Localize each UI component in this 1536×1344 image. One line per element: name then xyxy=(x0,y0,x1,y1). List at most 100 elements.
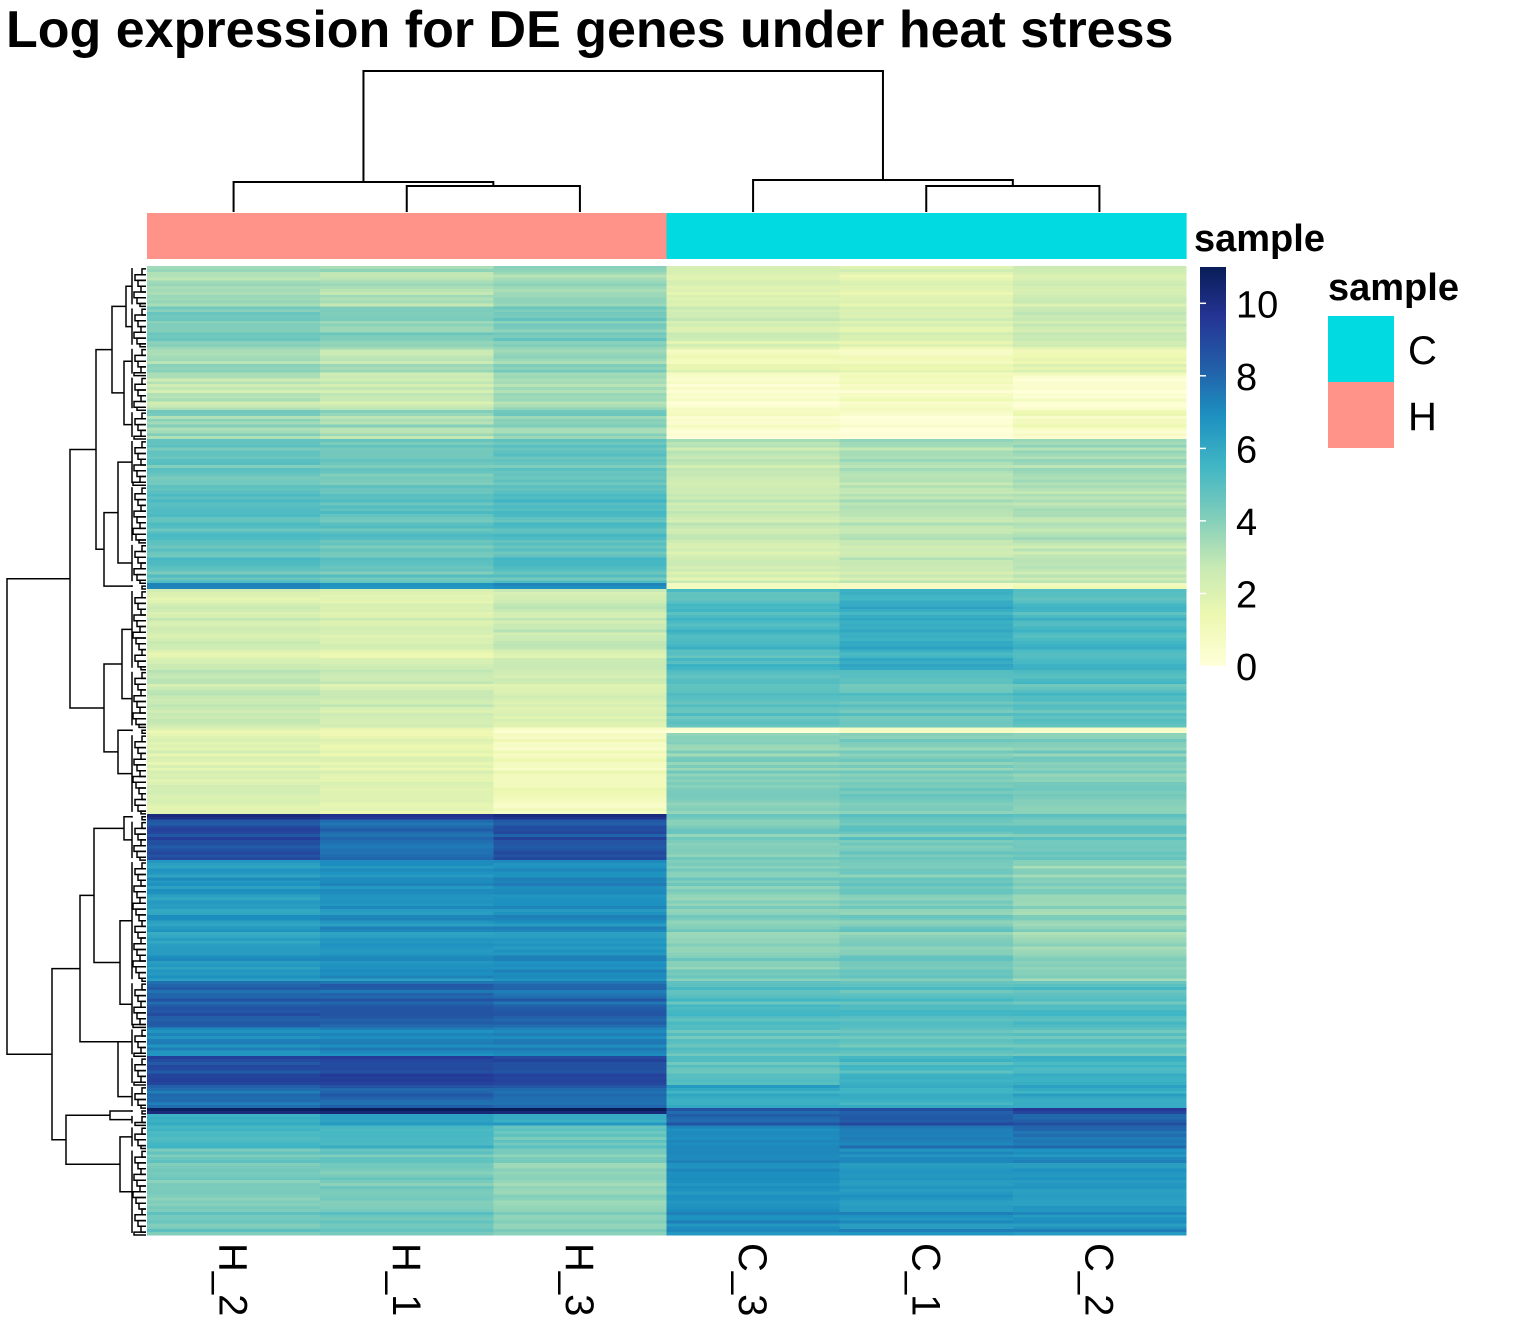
heatmap-cell xyxy=(147,280,321,284)
heatmap-cell xyxy=(493,727,668,731)
heatmap-cell xyxy=(320,390,494,394)
heatmap-cell xyxy=(839,1171,1014,1176)
heatmap-cell xyxy=(666,1116,841,1121)
heatmap-cell xyxy=(147,759,321,763)
heatmap-cell xyxy=(493,998,668,1002)
heatmap-cell xyxy=(1012,1099,1187,1103)
heatmap-cell xyxy=(1012,594,1187,599)
heatmap-cell xyxy=(666,502,841,506)
heatmap-cell xyxy=(1012,891,1187,896)
heatmap-cell xyxy=(493,473,668,478)
heatmap-cell xyxy=(493,1102,668,1106)
heatmap-cell xyxy=(1012,1076,1187,1080)
heatmap-cell xyxy=(839,274,1014,279)
heatmap-cell xyxy=(320,831,494,835)
heatmap-cell xyxy=(147,727,321,731)
heatmap-cell xyxy=(666,963,841,968)
heatmap-cell xyxy=(1012,834,1187,838)
heatmap-cell xyxy=(839,764,1014,769)
heatmap-cell xyxy=(147,874,321,878)
heatmap-cell xyxy=(1012,730,1187,734)
dendrogram-link xyxy=(140,810,146,815)
heatmap-cell xyxy=(1012,684,1187,688)
heatmap-cell xyxy=(666,560,841,564)
heatmap-cell xyxy=(147,1134,321,1138)
heatmap-cell xyxy=(493,900,668,904)
heatmap-cell xyxy=(493,340,668,345)
heatmap-cell xyxy=(839,932,1014,936)
heatmap-cell xyxy=(1012,462,1187,466)
heatmap-cell xyxy=(493,1093,668,1098)
heatmap-cell xyxy=(320,969,494,974)
dendrogram-link xyxy=(134,654,146,662)
heatmap-cell xyxy=(666,401,841,406)
dendrogram-link xyxy=(134,418,146,426)
heatmap-cell xyxy=(320,1209,494,1213)
heatmap-cell xyxy=(320,796,494,801)
heatmap-cell xyxy=(147,421,321,426)
heatmap-cell xyxy=(839,280,1014,284)
heatmap-cell xyxy=(1012,914,1187,919)
heatmap-cell xyxy=(839,874,1014,878)
heatmap-cell xyxy=(147,563,321,567)
dendrogram-link xyxy=(103,663,122,753)
heatmap-cell xyxy=(320,837,494,841)
dendrogram-link xyxy=(132,1190,146,1199)
heatmap-cell xyxy=(839,649,1014,654)
heatmap-cell xyxy=(1012,441,1187,446)
heatmap-cell xyxy=(666,943,841,948)
dendrogram-link xyxy=(117,461,132,564)
dendrogram-link xyxy=(133,1052,146,1057)
heatmap-cell xyxy=(666,427,841,431)
dendrogram-link xyxy=(137,1098,146,1106)
heatmap-cell xyxy=(839,364,1014,368)
heatmap-cell xyxy=(839,759,1014,763)
heatmap-cell xyxy=(839,929,1014,933)
dendrogram-link xyxy=(140,1000,146,1008)
heatmap-cell xyxy=(666,539,841,544)
heatmap-cell xyxy=(493,577,668,581)
heatmap-cell xyxy=(839,1185,1014,1190)
dendrogram-link xyxy=(134,1092,146,1101)
heatmap-cell xyxy=(1012,1044,1187,1049)
heatmap-cell xyxy=(147,1070,321,1075)
heatmap-cell xyxy=(147,695,321,700)
heatmap-cell xyxy=(320,1217,494,1222)
heatmap-cell xyxy=(1012,609,1187,613)
dendrogram-link xyxy=(405,185,581,212)
heatmap-cell xyxy=(839,1214,1014,1219)
heatmap-cell xyxy=(1012,502,1187,506)
heatmap-cell xyxy=(147,1223,321,1227)
heatmap-cell xyxy=(320,502,494,506)
heatmap-cell xyxy=(1012,557,1187,561)
dendrogram-link xyxy=(134,741,146,749)
heatmap-cell xyxy=(1012,1056,1187,1060)
heatmap-cell xyxy=(666,571,841,576)
heatmap-cell xyxy=(493,453,668,457)
heatmap-cell xyxy=(839,790,1014,795)
heatmap-cell xyxy=(666,808,841,812)
heatmap-cell xyxy=(839,392,1014,397)
heatmap-cell xyxy=(839,912,1014,916)
heatmap-cell xyxy=(839,961,1014,965)
heatmap-cell xyxy=(493,923,668,928)
heatmap-cell xyxy=(320,537,494,541)
heatmap-cell xyxy=(147,1154,321,1158)
heatmap-cell xyxy=(147,496,321,501)
dendrogram-link xyxy=(137,873,146,882)
heatmap-cell xyxy=(147,747,321,752)
heatmap-cell xyxy=(147,565,321,570)
heatmap-cell xyxy=(320,485,494,489)
heatmap-cell xyxy=(493,681,668,685)
heatmap-cell xyxy=(666,332,841,336)
heatmap-cell xyxy=(320,415,494,420)
heatmap-cell xyxy=(493,597,668,602)
heatmap-cell xyxy=(1012,355,1187,359)
heatmap-cell xyxy=(493,1027,668,1031)
heatmap-cell xyxy=(1012,909,1187,913)
heatmap-cell xyxy=(839,545,1014,550)
heatmap-cell xyxy=(839,271,1014,276)
heatmap-cell xyxy=(147,1119,321,1124)
heatmap-cell xyxy=(493,519,668,524)
heatmap-cell xyxy=(666,839,841,844)
